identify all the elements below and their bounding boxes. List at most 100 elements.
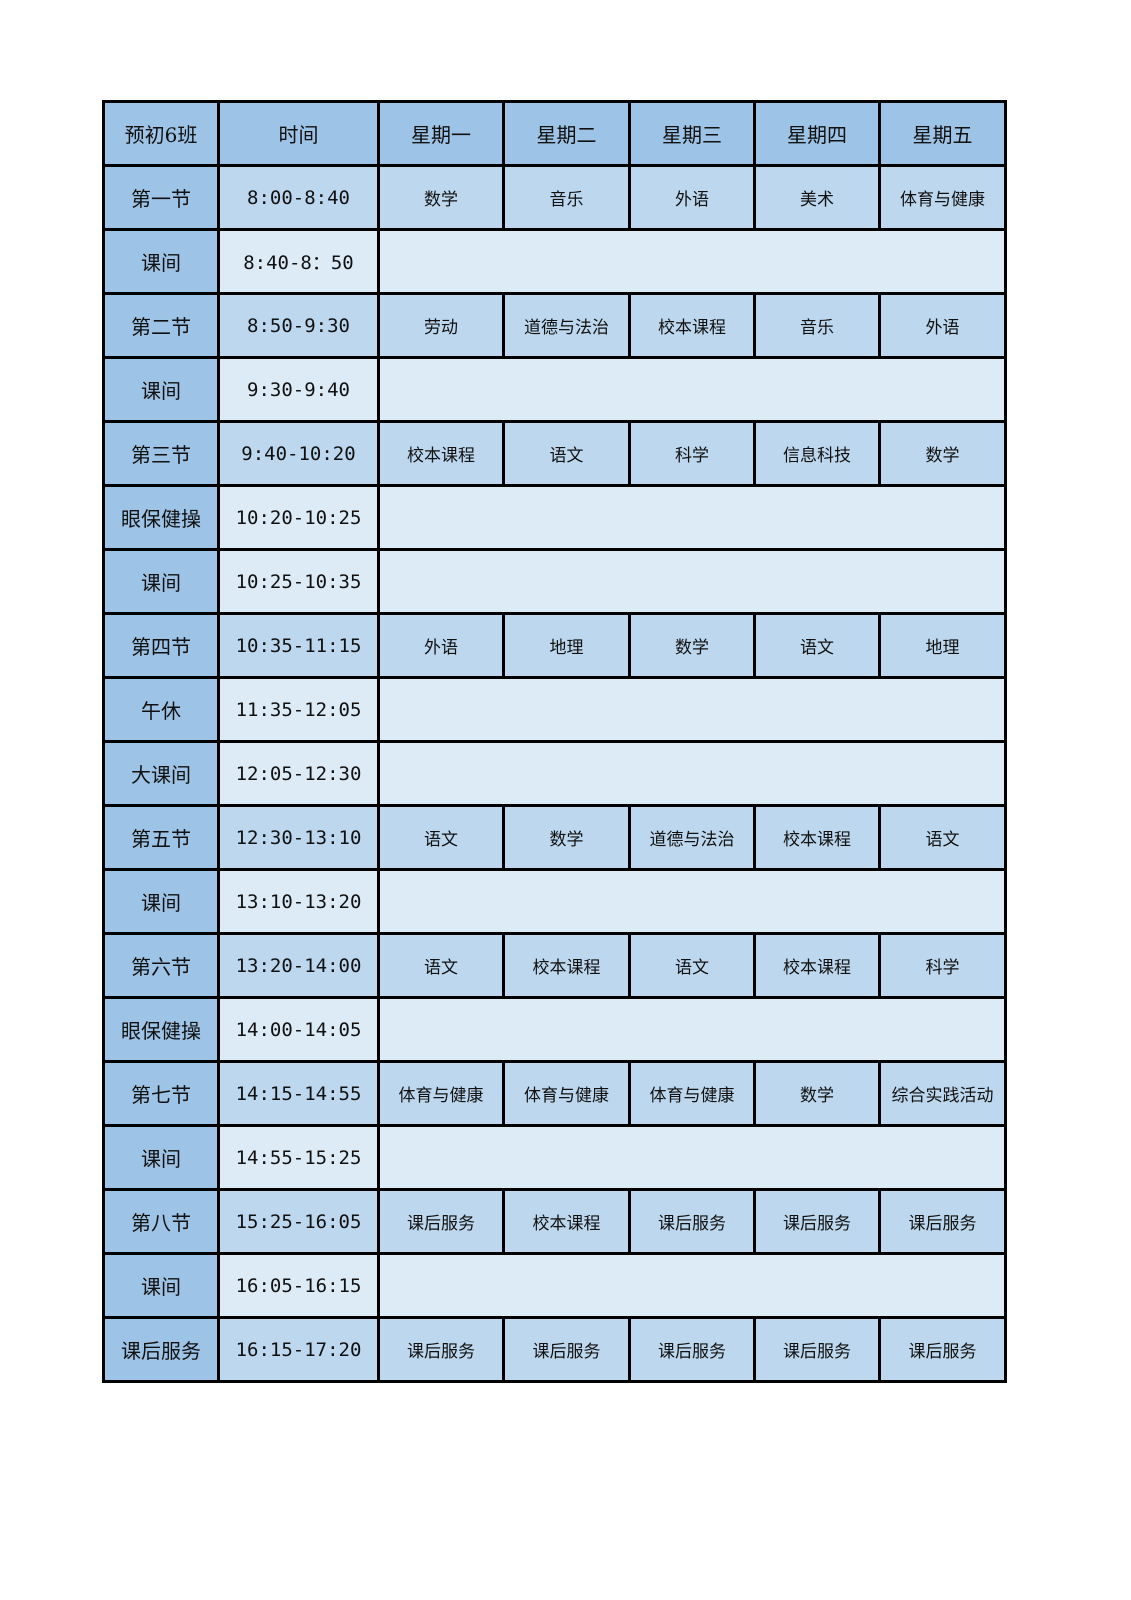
time-cell: 8:00-8:40 xyxy=(217,164,380,231)
table-row: 第七节 14:15-14:55 体育与健康 体育与健康 体育与健康 数学 综合实践活动 xyxy=(102,1060,1007,1127)
header-cell: 星期五 xyxy=(878,100,1007,167)
period-label: 第六节 xyxy=(102,932,220,999)
subject-cell: 课后服务 xyxy=(377,1188,505,1255)
header-row: 预初6班 时间 星期一 星期二 星期三 星期四 星期五 xyxy=(102,100,1007,167)
subject-cell: 课后服务 xyxy=(377,1316,505,1383)
period-label: 课间 xyxy=(102,868,220,935)
break-cell xyxy=(377,548,1007,615)
header-cell: 星期一 xyxy=(377,100,505,167)
break-cell xyxy=(377,1124,1007,1191)
time-cell: 8:40-8：50 xyxy=(217,228,380,295)
subject-cell: 外语 xyxy=(878,292,1007,359)
period-label: 第七节 xyxy=(102,1060,220,1127)
time-cell: 15:25-16:05 xyxy=(217,1188,380,1255)
period-label: 第四节 xyxy=(102,612,220,679)
time-cell: 12:05-12:30 xyxy=(217,740,380,807)
header-cell: 时间 xyxy=(217,100,380,167)
subject-cell: 校本课程 xyxy=(753,804,881,871)
subject-cell: 音乐 xyxy=(502,164,631,231)
period-label: 课间 xyxy=(102,1124,220,1191)
table-row: 课间 9:30-9:40 xyxy=(102,356,1007,423)
period-label: 眼保健操 xyxy=(102,996,220,1063)
table-row: 第一节 8:00-8:40 数学 音乐 外语 美术 体育与健康 xyxy=(102,164,1007,231)
period-label: 课间 xyxy=(102,356,220,423)
table-row: 大课间 12:05-12:30 xyxy=(102,740,1007,807)
period-label: 午休 xyxy=(102,676,220,743)
subject-cell: 道德与法治 xyxy=(628,804,756,871)
subject-cell: 校本课程 xyxy=(502,932,631,999)
subject-cell: 数学 xyxy=(878,420,1007,487)
time-cell: 11:35-12:05 xyxy=(217,676,380,743)
time-cell: 10:20-10:25 xyxy=(217,484,380,551)
period-label: 课间 xyxy=(102,548,220,615)
subject-cell: 数学 xyxy=(628,612,756,679)
subject-cell: 语文 xyxy=(878,804,1007,871)
subject-cell: 课后服务 xyxy=(878,1188,1007,1255)
time-cell: 9:30-9:40 xyxy=(217,356,380,423)
subject-cell: 音乐 xyxy=(753,292,881,359)
break-cell xyxy=(377,740,1007,807)
subject-cell: 数学 xyxy=(502,804,631,871)
subject-cell: 美术 xyxy=(753,164,881,231)
period-label: 眼保健操 xyxy=(102,484,220,551)
table-row: 课间 8:40-8：50 xyxy=(102,228,1007,295)
table-row: 课间 13:10-13:20 xyxy=(102,868,1007,935)
time-cell: 8:50-9:30 xyxy=(217,292,380,359)
subject-cell: 课后服务 xyxy=(753,1188,881,1255)
table-row: 课间 14:55-15:25 xyxy=(102,1124,1007,1191)
subject-cell: 体育与健康 xyxy=(628,1060,756,1127)
time-cell: 10:35-11:15 xyxy=(217,612,380,679)
header-cell: 预初6班 xyxy=(102,100,220,167)
table-row: 第三节 9:40-10:20 校本课程 语文 科学 信息科技 数学 xyxy=(102,420,1007,487)
period-label: 课间 xyxy=(102,228,220,295)
time-cell: 14:55-15:25 xyxy=(217,1124,380,1191)
table-row: 课间 16:05-16:15 xyxy=(102,1252,1007,1319)
time-cell: 9:40-10:20 xyxy=(217,420,380,487)
table-row: 第四节 10:35-11:15 外语 地理 数学 语文 地理 xyxy=(102,612,1007,679)
time-cell: 16:15-17:20 xyxy=(217,1316,380,1383)
subject-cell: 科学 xyxy=(878,932,1007,999)
time-cell: 14:00-14:05 xyxy=(217,996,380,1063)
subject-cell: 科学 xyxy=(628,420,756,487)
period-label: 课后服务 xyxy=(102,1316,220,1383)
subject-cell: 道德与法治 xyxy=(502,292,631,359)
subject-cell: 校本课程 xyxy=(753,932,881,999)
table-row: 第五节 12:30-13:10 语文 数学 道德与法治 校本课程 语文 xyxy=(102,804,1007,871)
period-label: 大课间 xyxy=(102,740,220,807)
subject-cell: 劳动 xyxy=(377,292,505,359)
subject-cell: 语文 xyxy=(628,932,756,999)
time-cell: 12:30-13:10 xyxy=(217,804,380,871)
period-label: 第八节 xyxy=(102,1188,220,1255)
table-row: 第六节 13:20-14:00 语文 校本课程 语文 校本课程 科学 xyxy=(102,932,1007,999)
period-label: 第一节 xyxy=(102,164,220,231)
subject-cell: 地理 xyxy=(502,612,631,679)
time-cell: 16:05-16:15 xyxy=(217,1252,380,1319)
break-cell xyxy=(377,228,1007,295)
break-cell xyxy=(377,356,1007,423)
subject-cell: 语文 xyxy=(753,612,881,679)
timetable: 预初6班 时间 星期一 星期二 星期三 星期四 星期五 第一节 8:00-8:40 数学 音乐 外语… xyxy=(102,100,1007,1383)
subject-cell: 体育与健康 xyxy=(878,164,1007,231)
table-row: 课间 10:25-10:35 xyxy=(102,548,1007,615)
subject-cell: 课后服务 xyxy=(628,1188,756,1255)
period-label: 第二节 xyxy=(102,292,220,359)
period-label: 第五节 xyxy=(102,804,220,871)
break-cell xyxy=(377,676,1007,743)
time-cell: 10:25-10:35 xyxy=(217,548,380,615)
subject-cell: 课后服务 xyxy=(502,1316,631,1383)
table-row: 午休 11:35-12:05 xyxy=(102,676,1007,743)
subject-cell: 语文 xyxy=(502,420,631,487)
subject-cell: 外语 xyxy=(628,164,756,231)
subject-cell: 综合实践活动 xyxy=(878,1060,1007,1127)
break-cell xyxy=(377,484,1007,551)
subject-cell: 地理 xyxy=(878,612,1007,679)
table-row: 眼保健操 14:00-14:05 xyxy=(102,996,1007,1063)
break-cell xyxy=(377,1252,1007,1319)
table-row: 课后服务 16:15-17:20 课后服务 课后服务 课后服务 课后服务 课后服务 xyxy=(102,1316,1007,1383)
header-cell: 星期二 xyxy=(502,100,631,167)
period-label: 课间 xyxy=(102,1252,220,1319)
time-cell: 14:15-14:55 xyxy=(217,1060,380,1127)
header-cell: 星期四 xyxy=(753,100,881,167)
time-cell: 13:20-14:00 xyxy=(217,932,380,999)
break-cell xyxy=(377,996,1007,1063)
